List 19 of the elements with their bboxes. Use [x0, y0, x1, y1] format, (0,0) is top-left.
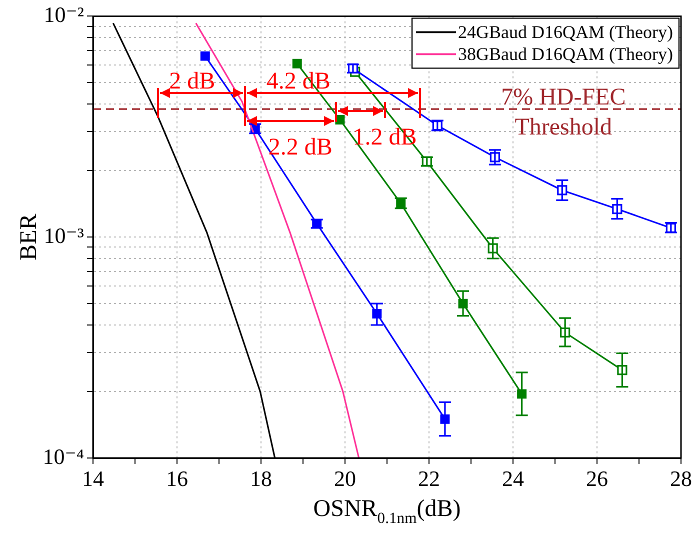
y-tick-label: 10⁻⁴: [42, 444, 84, 469]
y-axis-title: BER: [16, 214, 42, 260]
legend-label: 38GBaud D16QAM (Theory): [458, 44, 674, 64]
legend-label: 24GBaud D16QAM (Theory): [458, 22, 674, 42]
annotation: 2 dB: [169, 68, 216, 94]
ref-line-label: 7% HD-FEC Threshold: [501, 84, 626, 140]
point: [200, 51, 210, 61]
x-tick-label: 24: [502, 466, 524, 491]
y-tick-label: 10⁻²: [44, 2, 84, 27]
x-tick-label: 16: [166, 466, 188, 491]
x-tick-label: 28: [670, 466, 692, 491]
x-tick-label: 26: [586, 466, 608, 491]
point: [292, 58, 302, 68]
x-tick-label: 22: [418, 466, 440, 491]
x-tick-label: 20: [334, 466, 356, 491]
annotation: 2.2 dB: [268, 134, 332, 160]
x-tick-label: 14: [82, 466, 104, 491]
x-tick-label: 18: [250, 466, 272, 491]
y-tick-label: 10⁻³: [44, 222, 84, 248]
